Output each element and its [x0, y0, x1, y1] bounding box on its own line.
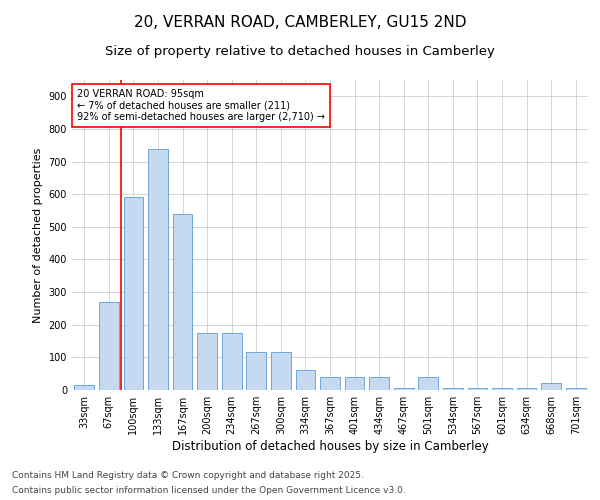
Text: 20 VERRAN ROAD: 95sqm
← 7% of detached houses are smaller (211)
92% of semi-deta: 20 VERRAN ROAD: 95sqm ← 7% of detached h…: [77, 90, 325, 122]
Bar: [370, 377, 389, 390]
Bar: [271, 352, 290, 390]
Bar: [99, 302, 119, 390]
Text: Contains HM Land Registry data © Crown copyright and database right 2025.: Contains HM Land Registry data © Crown c…: [12, 471, 364, 480]
Bar: [124, 198, 143, 390]
Bar: [345, 377, 364, 390]
Bar: [296, 370, 315, 390]
Bar: [418, 377, 438, 390]
Bar: [173, 214, 193, 390]
X-axis label: Distribution of detached houses by size in Camberley: Distribution of detached houses by size …: [172, 440, 488, 453]
Y-axis label: Number of detached properties: Number of detached properties: [33, 148, 43, 322]
Bar: [74, 385, 94, 390]
Bar: [197, 333, 217, 390]
Text: 20, VERRAN ROAD, CAMBERLEY, GU15 2ND: 20, VERRAN ROAD, CAMBERLEY, GU15 2ND: [134, 15, 466, 30]
Bar: [566, 388, 586, 390]
Bar: [320, 377, 340, 390]
Bar: [247, 352, 266, 390]
Bar: [541, 384, 561, 390]
Bar: [222, 333, 242, 390]
Bar: [148, 148, 168, 390]
Bar: [517, 388, 536, 390]
Bar: [394, 388, 413, 390]
Text: Size of property relative to detached houses in Camberley: Size of property relative to detached ho…: [105, 45, 495, 58]
Text: Contains public sector information licensed under the Open Government Licence v3: Contains public sector information licen…: [12, 486, 406, 495]
Bar: [467, 388, 487, 390]
Bar: [492, 388, 512, 390]
Bar: [443, 388, 463, 390]
